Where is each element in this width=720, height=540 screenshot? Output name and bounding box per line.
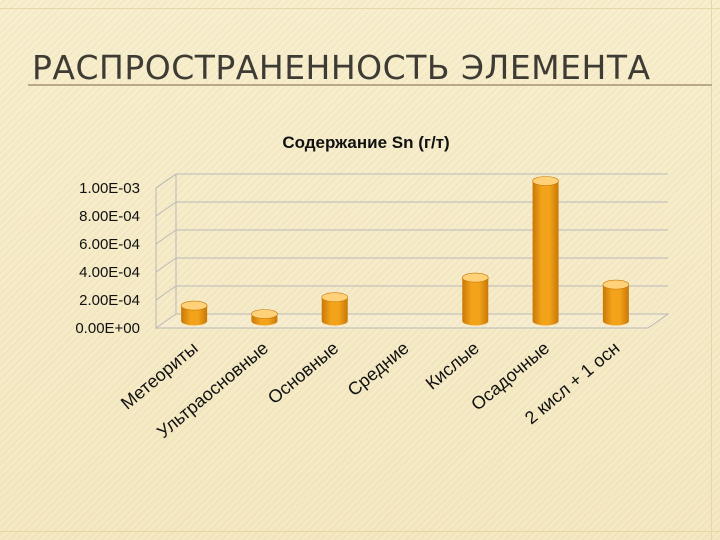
frame-line-bottom [0, 531, 720, 532]
bar-top [251, 309, 278, 319]
bar-top [461, 272, 489, 283]
bar [602, 279, 630, 326]
frame-line-top [0, 8, 720, 9]
bar [532, 176, 559, 326]
y-tick-label: 8.00E-04 [79, 208, 140, 225]
chart-floor [154, 313, 670, 329]
bar-body [602, 284, 629, 326]
bar-top [180, 300, 208, 311]
bar [180, 300, 208, 326]
back-wall-frame [175, 174, 668, 315]
gridline-side [155, 257, 177, 273]
bar-top [532, 176, 559, 186]
bar-top [602, 279, 630, 290]
x-category-label: Средние [344, 338, 413, 400]
chart-title: Содержание Sn (г/т) [282, 133, 449, 152]
x-category-label: Основные [264, 338, 342, 408]
chart-bars [180, 176, 630, 326]
bar [461, 272, 489, 326]
bar-body [181, 305, 208, 326]
bar [321, 292, 349, 326]
frame-line-right [711, 0, 712, 540]
y-tick-label: 0.00E+00 [75, 320, 140, 337]
x-category-label: Кислые [422, 338, 483, 394]
title-underline [28, 84, 712, 86]
y-tick-label: 1.00E-03 [79, 180, 140, 197]
bar [251, 309, 278, 326]
gridline-side [155, 201, 177, 217]
gridline-side [155, 229, 177, 245]
slide-title: РАСПРОСТРАНЕННОСТЬ ЭЛЕМЕНТА [32, 48, 651, 87]
y-tick-label: 2.00E-04 [79, 292, 140, 309]
gridline-side [155, 173, 177, 189]
bar-body [532, 181, 559, 326]
chart-gridlines [154, 173, 670, 329]
y-axis-tick-labels: 0.00E+00 2.00E-04 4.00E-04 6.00E-04 8.00E-04… [75, 180, 140, 337]
bar-body [462, 277, 489, 326]
y-tick-label: 6.00E-04 [79, 236, 140, 253]
y-tick-label: 4.00E-04 [79, 264, 140, 281]
gridline-side [155, 285, 177, 301]
bar-body [321, 297, 348, 326]
bar-top [321, 292, 349, 303]
